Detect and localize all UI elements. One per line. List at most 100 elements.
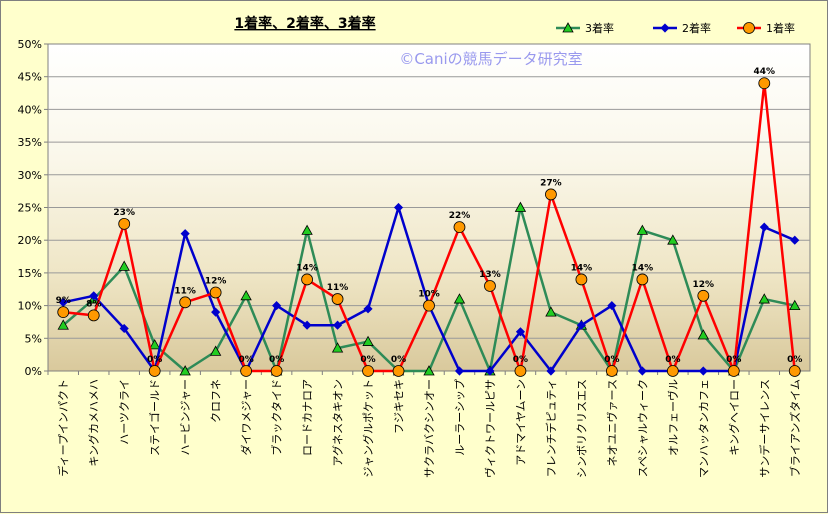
data-point — [789, 299, 801, 311]
data-point — [119, 323, 129, 334]
x-tick-label: ディープインパクト — [56, 379, 70, 477]
x-tick-label: マンハッタンカフェ — [697, 379, 710, 478]
data-point — [637, 366, 647, 376]
data-point — [759, 222, 769, 232]
data-label: 0% — [726, 355, 741, 365]
data-point — [209, 286, 222, 299]
data-point — [240, 365, 253, 377]
x-tick-label: アドマイヤムーン — [514, 379, 527, 466]
y-tick-label: 50% — [18, 38, 42, 51]
data-point — [301, 224, 313, 235]
data-label: 0% — [147, 355, 162, 365]
data-label: 0% — [513, 355, 528, 365]
data-label: 10% — [418, 290, 440, 300]
data-point — [179, 296, 192, 309]
data-point — [453, 221, 466, 234]
data-point — [270, 365, 283, 377]
data-label: 8% — [86, 299, 101, 309]
data-point — [575, 273, 588, 286]
data-label: 12% — [693, 280, 715, 290]
y-tick-label: 40% — [18, 103, 42, 116]
data-point — [605, 365, 618, 377]
legend-label: 3着率 — [585, 21, 614, 35]
data-point — [149, 339, 161, 350]
chart-title: 1着率、2着率、3着率 — [234, 15, 375, 32]
series-2 — [57, 77, 801, 377]
x-tick-label: キングヘイロー — [727, 379, 741, 456]
data-label: 27% — [540, 178, 562, 188]
data-point — [87, 309, 100, 322]
data-point — [790, 235, 800, 245]
x-tick-label: ジャングルポケット — [361, 379, 375, 477]
y-tick-label: 45% — [18, 71, 42, 84]
x-tick-label: ブラックタイド — [270, 379, 284, 456]
x-tick-label: シンボリクリスエス — [575, 379, 588, 478]
data-point — [485, 366, 495, 376]
data-label: 11% — [327, 283, 349, 293]
data-point — [788, 365, 801, 377]
x-tick-label: ハーツクライ — [118, 379, 131, 445]
data-point — [209, 345, 222, 356]
data-label: 22% — [449, 211, 471, 221]
x-tick-label: ネオユニヴァース — [605, 379, 619, 466]
legend-label: 1着率 — [766, 21, 795, 35]
data-point — [363, 304, 373, 314]
data-point — [272, 301, 282, 311]
x-tick-label: ブライアンズタイム — [788, 379, 802, 477]
x-tick-label: ハービンジャー — [179, 379, 192, 455]
data-point — [515, 327, 526, 337]
y-axis: 0% 5% 10% 15% 20% 25% 30% 35% 40% 45% 50% — [18, 38, 48, 378]
y-tick-label: 35% — [18, 136, 42, 149]
x-tick-label: クロフネ — [210, 379, 223, 423]
data-label: 9% — [56, 296, 71, 306]
data-point — [453, 293, 466, 304]
data-point — [148, 365, 161, 377]
x-tick-label: サクラバクシンオー — [423, 379, 436, 478]
data-label: 0% — [391, 355, 406, 365]
data-point — [301, 273, 313, 286]
y-tick-label: 25% — [18, 202, 42, 215]
data-point — [423, 299, 435, 312]
legend: 3着率 2着率 1着率 — [556, 21, 795, 35]
data-point — [697, 329, 709, 340]
data-point — [179, 365, 191, 376]
data-point — [362, 335, 374, 346]
data-point — [636, 273, 649, 286]
y-tick-label: 0% — [25, 365, 42, 378]
x-tick-label: スペシャルウィーク — [636, 379, 649, 477]
x-tick-label: ステイゴールド — [148, 379, 162, 456]
x-tick-label: ロードカナロア — [301, 379, 314, 456]
data-label: 14% — [571, 263, 593, 273]
legend-label: 2着率 — [682, 21, 711, 35]
data-point — [545, 188, 557, 201]
data-point — [667, 234, 679, 245]
data-point — [118, 217, 131, 230]
data-point — [698, 366, 708, 376]
x-tick-label: フレンチデピュティ — [544, 379, 558, 477]
x-tick-label: ヴィクトワールピサ — [483, 379, 497, 478]
data-point — [240, 289, 252, 301]
y-tick-label: 5% — [25, 332, 42, 345]
data-point — [302, 320, 312, 330]
data-label: 0% — [787, 355, 802, 365]
legend-marker — [743, 22, 755, 34]
data-point — [118, 260, 130, 271]
data-point — [331, 293, 344, 305]
series-group — [57, 77, 801, 377]
watermark: ©Caniの競馬データ研究室 — [399, 50, 582, 68]
data-label: 0% — [665, 355, 680, 365]
data-label: 23% — [113, 208, 135, 218]
data-point — [636, 224, 649, 235]
data-point — [697, 289, 710, 302]
data-point — [666, 365, 679, 377]
data-point — [392, 365, 405, 377]
data-label: 14% — [296, 263, 318, 273]
data-label: 0% — [604, 355, 619, 365]
data-point — [393, 202, 404, 213]
data-point — [514, 365, 527, 377]
data-point — [514, 201, 527, 212]
data-point — [180, 229, 190, 239]
data-point — [332, 320, 343, 330]
data-point — [727, 365, 740, 377]
